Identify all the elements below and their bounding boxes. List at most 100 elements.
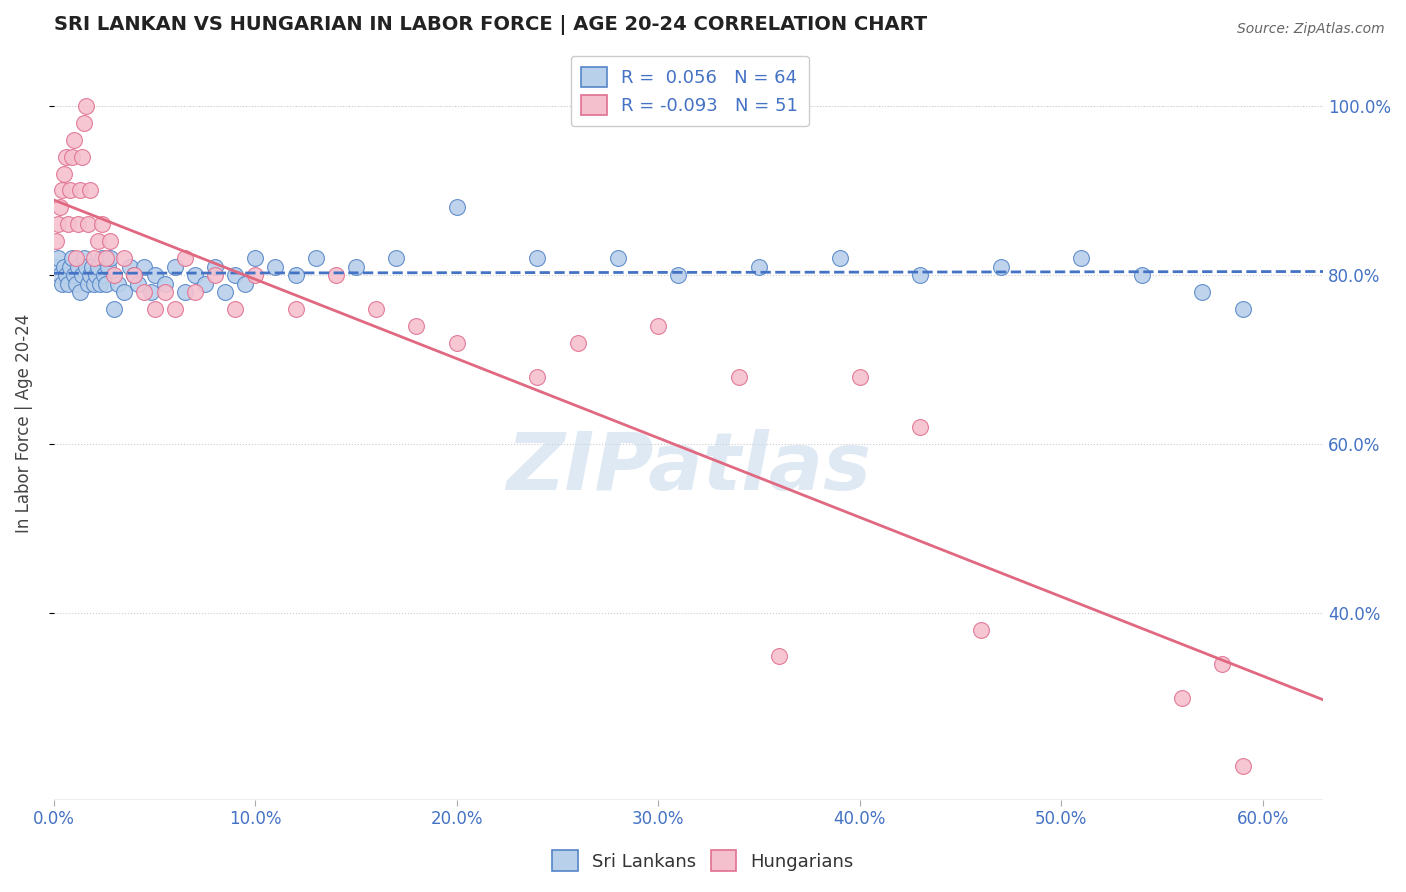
Point <box>325 268 347 282</box>
Point <box>65 251 87 265</box>
Point <box>51 184 73 198</box>
Point <box>45 234 67 248</box>
Point <box>1211 657 1233 672</box>
Point <box>1232 758 1254 772</box>
Point <box>97 260 120 274</box>
Point <box>83 277 105 291</box>
Point <box>73 251 96 265</box>
Point <box>446 335 468 350</box>
Point <box>607 251 630 265</box>
Point <box>77 217 100 231</box>
Point <box>184 268 207 282</box>
Point <box>366 301 388 316</box>
Point <box>124 268 146 282</box>
Point <box>668 268 690 282</box>
Point <box>112 251 135 265</box>
Point <box>82 260 104 274</box>
Point <box>75 260 97 274</box>
Text: ZIPatlas: ZIPatlas <box>506 429 870 508</box>
Point <box>173 251 195 265</box>
Point <box>647 318 669 333</box>
Point <box>1171 691 1194 706</box>
Point <box>908 420 931 434</box>
Point <box>65 277 87 291</box>
Point <box>134 285 156 299</box>
Point <box>96 277 118 291</box>
Point <box>526 369 548 384</box>
Point <box>120 260 142 274</box>
Point <box>124 268 146 282</box>
Point <box>103 268 125 282</box>
Point <box>728 369 751 384</box>
Point <box>344 260 367 274</box>
Point <box>84 268 107 282</box>
Point <box>63 268 86 282</box>
Point <box>91 251 114 265</box>
Point <box>87 260 110 274</box>
Point <box>214 285 236 299</box>
Point <box>75 99 97 113</box>
Point <box>51 277 73 291</box>
Point <box>153 277 176 291</box>
Point <box>52 260 75 274</box>
Point <box>908 268 931 282</box>
Point <box>49 200 72 214</box>
Point <box>1191 285 1213 299</box>
Legend: R =  0.056   N = 64, R = -0.093   N = 51: R = 0.056 N = 64, R = -0.093 N = 51 <box>571 55 808 127</box>
Point <box>66 217 89 231</box>
Point <box>70 268 93 282</box>
Point <box>66 260 89 274</box>
Point <box>143 301 166 316</box>
Point <box>79 268 101 282</box>
Point <box>56 277 79 291</box>
Point <box>143 268 166 282</box>
Point <box>526 251 548 265</box>
Point <box>1232 301 1254 316</box>
Point <box>70 150 93 164</box>
Point <box>98 251 121 265</box>
Point <box>89 277 111 291</box>
Point <box>224 268 246 282</box>
Point <box>77 277 100 291</box>
Text: Source: ZipAtlas.com: Source: ZipAtlas.com <box>1237 22 1385 37</box>
Point <box>204 268 226 282</box>
Point <box>264 260 287 274</box>
Point <box>134 260 156 274</box>
Point <box>305 251 328 265</box>
Point <box>1130 268 1153 282</box>
Point <box>107 277 129 291</box>
Point <box>69 184 91 198</box>
Point <box>69 285 91 299</box>
Point <box>59 260 82 274</box>
Point <box>848 369 870 384</box>
Point <box>139 285 162 299</box>
Point <box>55 268 77 282</box>
Point <box>103 301 125 316</box>
Point <box>55 150 77 164</box>
Point <box>79 184 101 198</box>
Point <box>163 260 186 274</box>
Point <box>405 318 427 333</box>
Point <box>46 251 69 265</box>
Y-axis label: In Labor Force | Age 20-24: In Labor Force | Age 20-24 <box>15 313 32 533</box>
Point <box>204 260 226 274</box>
Point <box>96 251 118 265</box>
Point <box>245 268 267 282</box>
Point <box>245 251 267 265</box>
Point <box>224 301 246 316</box>
Point <box>112 285 135 299</box>
Point <box>768 648 790 663</box>
Point <box>98 234 121 248</box>
Point <box>446 200 468 214</box>
Point <box>83 251 105 265</box>
Point <box>93 268 115 282</box>
Point <box>87 234 110 248</box>
Point <box>153 285 176 299</box>
Point <box>60 150 83 164</box>
Point <box>828 251 851 265</box>
Legend: Sri Lankans, Hungarians: Sri Lankans, Hungarians <box>546 843 860 879</box>
Point <box>194 277 217 291</box>
Point <box>59 184 82 198</box>
Point <box>45 260 67 274</box>
Point <box>52 167 75 181</box>
